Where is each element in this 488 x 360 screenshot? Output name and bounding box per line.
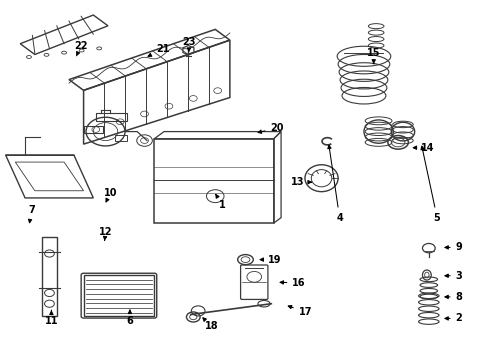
Text: 6: 6 bbox=[126, 310, 133, 326]
Text: 4: 4 bbox=[327, 145, 342, 222]
Text: 21: 21 bbox=[148, 44, 169, 56]
Text: 20: 20 bbox=[258, 123, 284, 133]
Text: 11: 11 bbox=[44, 310, 58, 326]
Text: 13: 13 bbox=[291, 177, 311, 187]
Text: 18: 18 bbox=[203, 318, 218, 331]
Text: 10: 10 bbox=[103, 188, 117, 202]
Text: 14: 14 bbox=[412, 143, 433, 153]
Text: 8: 8 bbox=[444, 292, 462, 302]
Bar bbox=[115, 135, 127, 140]
Text: 16: 16 bbox=[280, 278, 305, 288]
Text: 12: 12 bbox=[99, 228, 112, 240]
Bar bbox=[96, 113, 127, 121]
Text: 5: 5 bbox=[420, 146, 440, 222]
Text: 19: 19 bbox=[260, 255, 281, 265]
Text: 23: 23 bbox=[182, 37, 195, 51]
Text: 7: 7 bbox=[28, 206, 35, 223]
Text: 17: 17 bbox=[287, 305, 311, 316]
Text: 15: 15 bbox=[366, 48, 380, 63]
Text: 22: 22 bbox=[74, 41, 88, 56]
Bar bbox=[83, 275, 154, 316]
Text: 9: 9 bbox=[444, 242, 462, 252]
Bar bbox=[154, 139, 273, 223]
Text: 2: 2 bbox=[444, 314, 462, 323]
Text: 1: 1 bbox=[215, 194, 225, 210]
Text: 3: 3 bbox=[444, 271, 462, 281]
Bar bbox=[83, 126, 103, 134]
